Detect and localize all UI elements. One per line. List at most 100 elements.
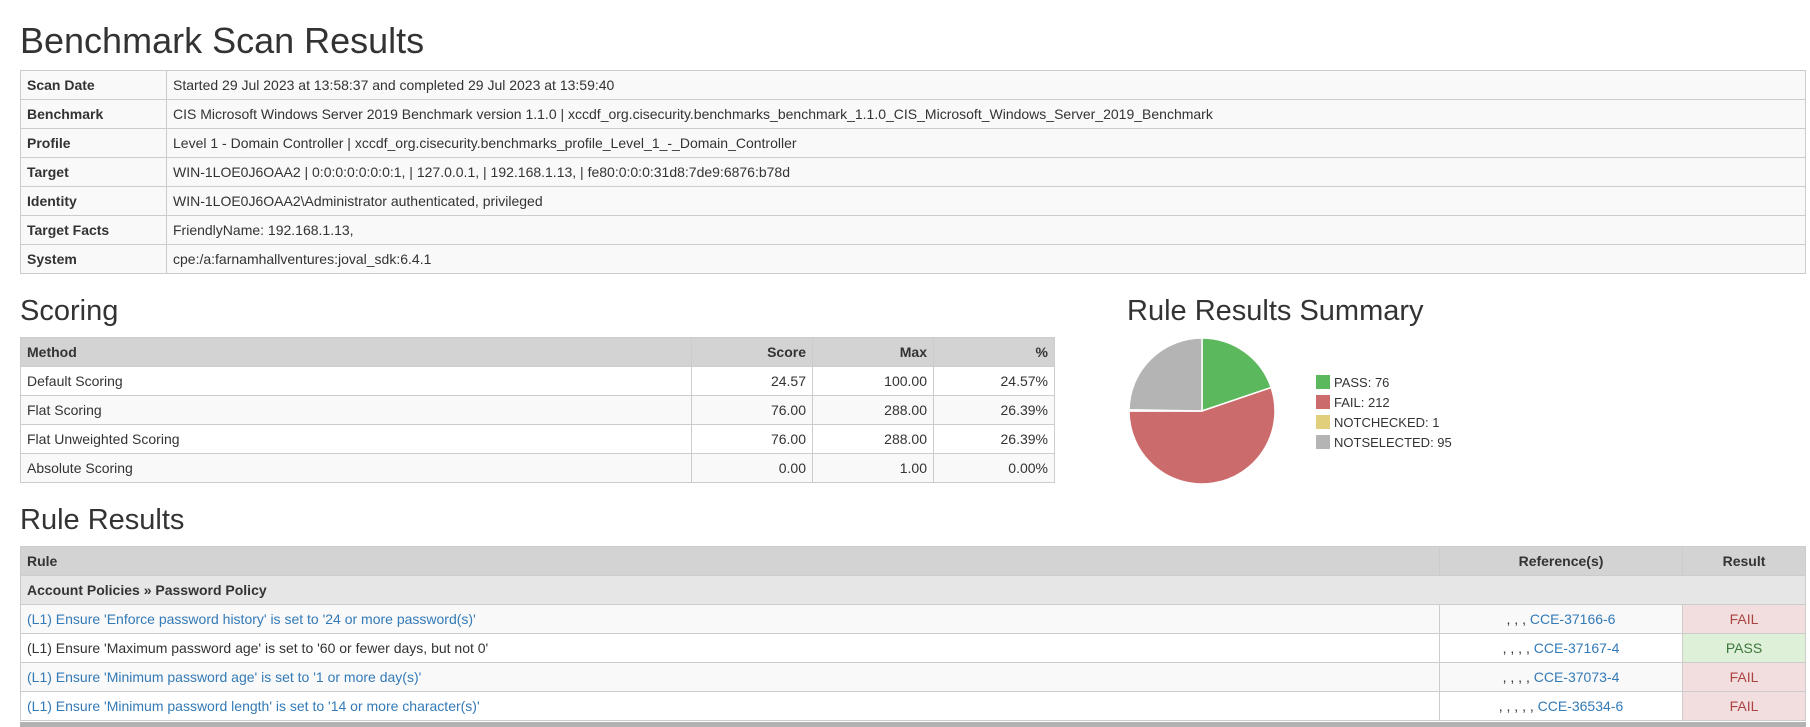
scoring-row: Flat Scoring 76.00 288.00 26.39% xyxy=(20,395,1055,425)
scoring-row: Default Scoring 24.57 100.00 24.57% xyxy=(20,366,1055,396)
info-value: WIN-1LOE0J6OAA2\Administrator authentica… xyxy=(166,186,1806,216)
references-prefix: , , , , xyxy=(1502,669,1534,685)
references-prefix: , , , , , xyxy=(1498,698,1538,714)
references-cell: , , , , CCE-37167-4 xyxy=(1439,633,1683,663)
rule-results-summary-heading: Rule Results Summary xyxy=(1127,295,1424,327)
scoring-table: Method Score Max % Default Scoring 24.57 1… xyxy=(20,337,1055,483)
scoring-percent: 26.39% xyxy=(933,395,1055,425)
scoring-max: 100.00 xyxy=(812,366,934,396)
result-badge: FAIL xyxy=(1682,691,1806,721)
rule-cell: (L1) Ensure 'Enforce password history' i… xyxy=(20,604,1440,634)
info-key: Benchmark xyxy=(20,99,167,129)
legend-swatch-fail xyxy=(1316,395,1330,409)
legend-label: NOTSELECTED: 95 xyxy=(1334,434,1452,450)
info-key: Target Facts xyxy=(20,215,167,245)
info-key: Profile xyxy=(20,128,167,158)
rule-results-heading: Rule Results xyxy=(20,504,185,536)
scoring-score: 24.57 xyxy=(691,366,813,396)
info-value: CIS Microsoft Windows Server 2019 Benchm… xyxy=(166,99,1806,129)
rule-row: (L1) Ensure 'Minimum password age' is se… xyxy=(20,662,1806,692)
pie-slice-notselected xyxy=(1128,337,1203,412)
rule-row: (L1) Ensure 'Enforce password history' i… xyxy=(20,604,1806,634)
references-cell: , , , CCE-37166-6 xyxy=(1439,604,1683,634)
rule-cell: (L1) Ensure 'Minimum password length' is… xyxy=(20,691,1440,721)
scoring-header-row: Method Score Max % xyxy=(20,337,1055,367)
legend-item-pass: PASS: 76 xyxy=(1316,372,1452,392)
info-value: Started 29 Jul 2023 at 13:58:37 and comp… xyxy=(166,70,1806,100)
result-badge: FAIL xyxy=(1682,604,1806,634)
rule-row: (L1) Ensure 'Minimum password length' is… xyxy=(20,691,1806,721)
scoring-percent: 24.57% xyxy=(933,366,1055,396)
page-title: Benchmark Scan Results xyxy=(20,20,425,61)
scoring-max: 1.00 xyxy=(812,453,934,483)
column-header-rule: Rule xyxy=(20,546,1440,576)
rule-results-table: Rule Reference(s) Result Account Policie… xyxy=(20,546,1806,721)
info-row-scan-date: Scan Date Started 29 Jul 2023 at 13:58:37… xyxy=(20,70,1806,100)
legend-label: FAIL: 212 xyxy=(1334,394,1390,410)
rule-link[interactable]: (L1) Ensure 'Minimum password age' is se… xyxy=(27,669,422,685)
scoring-percent: 0.00% xyxy=(933,453,1055,483)
references-cell: , , , , CCE-37073-4 xyxy=(1439,662,1683,692)
rule-group-row: Account Policies » Password Policy xyxy=(20,575,1806,605)
info-value: FriendlyName: 192.168.1.13, xyxy=(166,215,1806,245)
rule-link[interactable]: (L1) Ensure 'Enforce password history' i… xyxy=(27,611,476,627)
rule-results-pie-chart xyxy=(1128,337,1276,485)
legend-swatch-pass xyxy=(1316,375,1330,389)
info-row-benchmark: Benchmark CIS Microsoft Windows Server 20… xyxy=(20,99,1806,129)
result-badge: FAIL xyxy=(1682,662,1806,692)
rule-row: (L1) Ensure 'Maximum password age' is se… xyxy=(20,633,1806,663)
info-row-target: Target WIN-1LOE0J6OAA2 | 0:0:0:0:0:0:0:1,… xyxy=(20,157,1806,187)
pie-legend: PASS: 76 FAIL: 212 NOTCHECKED: 1 NOTSELE… xyxy=(1316,372,1452,452)
page-fold-shadow xyxy=(20,722,1806,727)
column-header-max: Max xyxy=(812,337,934,367)
references-prefix: , , , , xyxy=(1502,640,1534,656)
info-value: Level 1 - Domain Controller | xccdf_org.… xyxy=(166,128,1806,158)
cce-reference-link[interactable]: CCE-37073-4 xyxy=(1533,669,1620,685)
scoring-row: Absolute Scoring 0.00 1.00 0.00% xyxy=(20,453,1055,483)
scoring-method: Absolute Scoring xyxy=(20,453,692,483)
info-key: Identity xyxy=(20,186,167,216)
legend-item-fail: FAIL: 212 xyxy=(1316,392,1452,412)
info-row-profile: Profile Level 1 - Domain Controller | xcc… xyxy=(20,128,1806,158)
info-key: System xyxy=(20,244,167,274)
legend-item-notchecked: NOTCHECKED: 1 xyxy=(1316,412,1452,432)
cce-reference-link[interactable]: CCE-36534-6 xyxy=(1537,698,1624,714)
legend-item-notselected: NOTSELECTED: 95 xyxy=(1316,432,1452,452)
info-key: Scan Date xyxy=(20,70,167,100)
scoring-method: Default Scoring xyxy=(20,366,692,396)
column-header-percent: % xyxy=(933,337,1055,367)
info-row-target-facts: Target Facts FriendlyName: 192.168.1.13, xyxy=(20,215,1806,245)
column-header-score: Score xyxy=(691,337,813,367)
references-cell: , , , , , CCE-36534-6 xyxy=(1439,691,1683,721)
legend-label: NOTCHECKED: 1 xyxy=(1334,414,1440,430)
scoring-score: 0.00 xyxy=(691,453,813,483)
cce-reference-link[interactable]: CCE-37167-4 xyxy=(1533,640,1620,656)
rule-link[interactable]: (L1) Ensure 'Minimum password length' is… xyxy=(27,698,480,714)
scan-info-table: Scan Date Started 29 Jul 2023 at 13:58:37… xyxy=(20,70,1806,274)
legend-swatch-notchecked xyxy=(1316,415,1330,429)
info-value: cpe:/a:farnamhallventures:joval_sdk:6.4.… xyxy=(166,244,1806,274)
info-row-system: System cpe:/a:farnamhallventures:joval_sd… xyxy=(20,244,1806,274)
scoring-row: Flat Unweighted Scoring 76.00 288.00 26.39% xyxy=(20,424,1055,454)
scoring-max: 288.00 xyxy=(812,395,934,425)
scoring-score: 76.00 xyxy=(691,424,813,454)
legend-label: PASS: 76 xyxy=(1334,374,1390,390)
info-row-identity: Identity WIN-1LOE0J6OAA2\Administrator au… xyxy=(20,186,1806,216)
info-value: WIN-1LOE0J6OAA2 | 0:0:0:0:0:0:0:1, | 127… xyxy=(166,157,1806,187)
scoring-score: 76.00 xyxy=(691,395,813,425)
legend-swatch-notselected xyxy=(1316,435,1330,449)
scoring-method: Flat Unweighted Scoring xyxy=(20,424,692,454)
rule-cell: (L1) Ensure 'Minimum password age' is se… xyxy=(20,662,1440,692)
rule-group-label: Account Policies » Password Policy xyxy=(20,575,1806,605)
column-header-method: Method xyxy=(20,337,692,367)
column-header-result: Result xyxy=(1682,546,1806,576)
references-prefix: , , , xyxy=(1506,611,1530,627)
cce-reference-link[interactable]: CCE-37166-6 xyxy=(1529,611,1616,627)
result-badge: PASS xyxy=(1682,633,1806,663)
column-header-references: Reference(s) xyxy=(1439,546,1683,576)
scoring-percent: 26.39% xyxy=(933,424,1055,454)
scoring-heading: Scoring xyxy=(20,295,119,327)
scoring-max: 288.00 xyxy=(812,424,934,454)
rule-cell: (L1) Ensure 'Maximum password age' is se… xyxy=(20,633,1440,663)
rules-header-row: Rule Reference(s) Result xyxy=(20,546,1806,576)
